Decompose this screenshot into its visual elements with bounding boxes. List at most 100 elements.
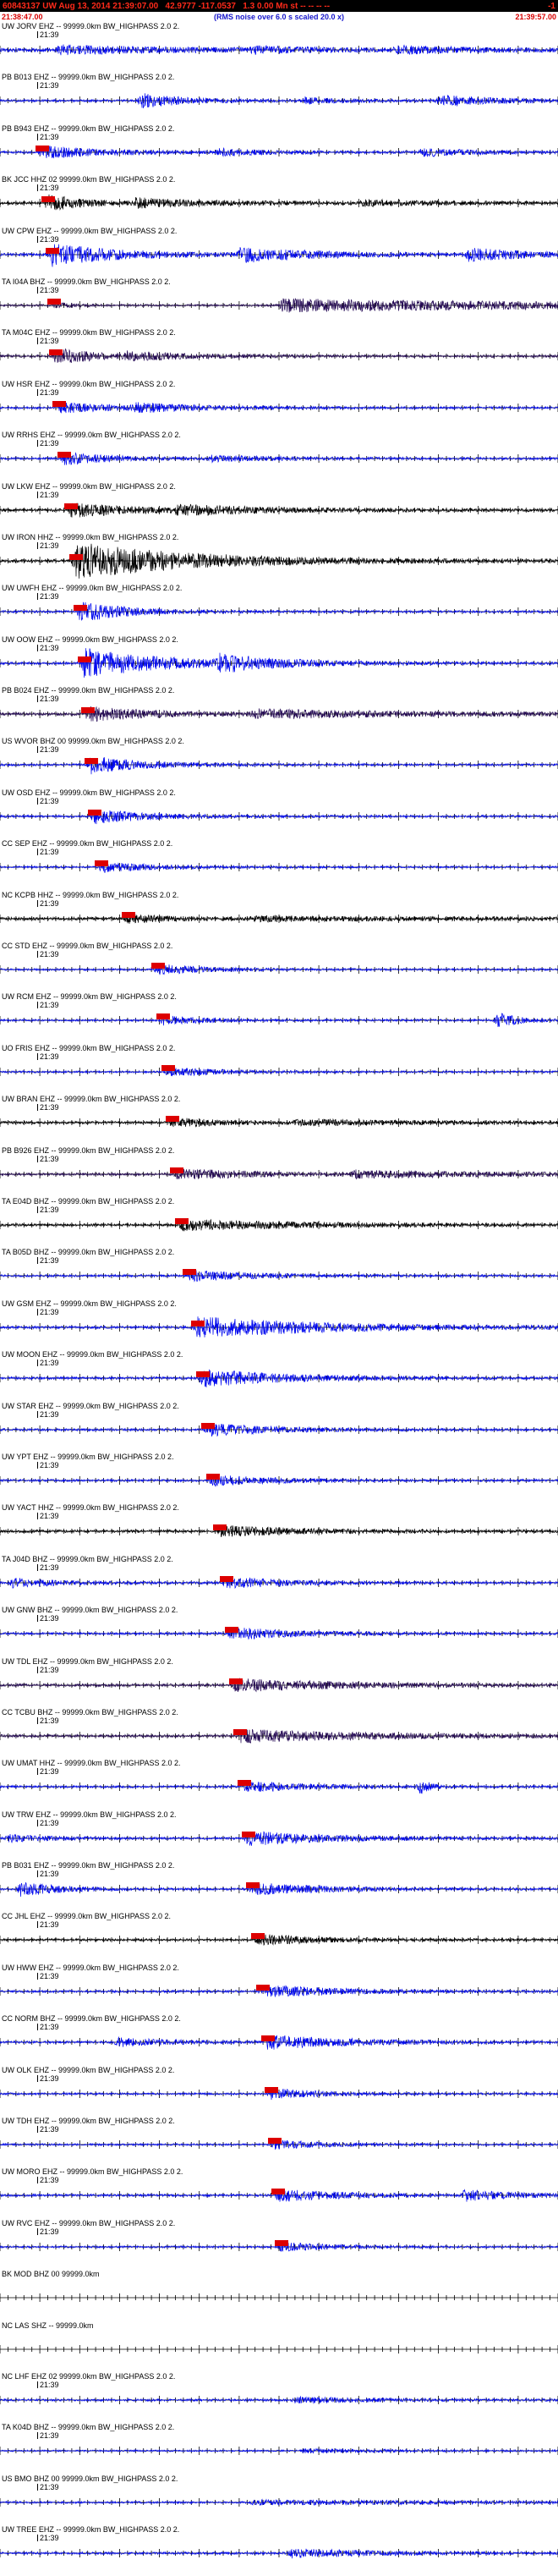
trace-row[interactable]: CC JHL EHZ -- 99999.0km BW_HIGHPASS 2.0 …	[0, 1911, 558, 1963]
trace-row[interactable]: UW YACT HHZ -- 99999.0km BW_HIGHPASS 2.0…	[0, 1502, 558, 1554]
waveform-plot[interactable]	[0, 1349, 558, 1400]
waveform-plot[interactable]	[0, 21, 558, 72]
waveform-plot[interactable]	[0, 1094, 558, 1145]
trace-row[interactable]: NC KCPB HHZ -- 99999.0km BW_HIGHPASS 2.0…	[0, 889, 558, 942]
pick-marker[interactable]	[213, 1524, 227, 1531]
pick-marker[interactable]	[151, 963, 165, 969]
pick-marker[interactable]	[85, 758, 98, 765]
waveform-plot[interactable]	[0, 1911, 558, 1962]
pick-marker[interactable]	[74, 605, 87, 612]
waveform-plot[interactable]	[0, 1554, 558, 1605]
trace-row[interactable]: UW GNW BHZ -- 99999.0km BW_HIGHPASS 2.0 …	[0, 1605, 558, 1656]
waveform-plot[interactable]	[0, 788, 558, 838]
trace-row[interactable]: UW MOON EHZ -- 99999.0km BW_HIGHPASS 2.0…	[0, 1349, 558, 1401]
trace-row[interactable]: UW TDH EHZ -- 99999.0km BW_HIGHPASS 2.0 …	[0, 2116, 558, 2167]
pick-marker[interactable]	[95, 860, 108, 867]
pick-marker[interactable]	[175, 1217, 189, 1224]
waveform-plot[interactable]	[0, 2524, 558, 2575]
pick-marker[interactable]	[268, 2138, 282, 2145]
pick-marker[interactable]	[206, 1473, 220, 1480]
waveform-plot[interactable]	[0, 124, 558, 174]
trace-row[interactable]: UW MORO EHZ -- 99999.0km BW_HIGHPASS 2.0…	[0, 2167, 558, 2218]
trace-row[interactable]: NC LAS SHZ -- 99999.0km	[0, 2320, 558, 2371]
pick-marker[interactable]	[78, 656, 91, 662]
trace-row[interactable]: UW HSR EHZ -- 99999.0km BW_HIGHPASS 2.0 …	[0, 378, 558, 431]
waveform-plot[interactable]	[0, 481, 558, 532]
waveform-plot[interactable]	[0, 941, 558, 991]
waveform-plot[interactable]	[0, 1860, 558, 1911]
waveform-plot[interactable]	[0, 72, 558, 123]
trace-row[interactable]: UO FRIS EHZ -- 99999.0km BW_HIGHPASS 2.0…	[0, 1042, 558, 1095]
waveform-plot[interactable]	[0, 1043, 558, 1094]
pick-marker[interactable]	[46, 247, 59, 254]
pick-marker[interactable]	[47, 298, 61, 305]
waveform-plot[interactable]	[0, 1605, 558, 1656]
pick-marker[interactable]	[201, 1422, 215, 1429]
pick-marker[interactable]	[242, 1831, 255, 1837]
waveform-plot[interactable]	[0, 1656, 558, 1707]
waveform-plot[interactable]	[0, 2116, 558, 2167]
waveform-plot[interactable]	[0, 890, 558, 941]
waveform-plot[interactable]	[0, 583, 558, 634]
trace-row[interactable]: PB B031 EHZ -- 99999.0km BW_HIGHPASS 2.0…	[0, 1860, 558, 1912]
trace-row[interactable]: BK JCC HHZ 02 99999.0km BW_HIGHPASS 2.0 …	[0, 174, 558, 226]
trace-row[interactable]: PB B943 EHZ -- 99999.0km BW_HIGHPASS 2.0…	[0, 123, 558, 175]
waveform-plot[interactable]	[0, 379, 558, 430]
waveform-plot[interactable]	[0, 991, 558, 1042]
pick-marker[interactable]	[88, 809, 101, 816]
waveform-plot[interactable]	[0, 685, 558, 736]
pick-marker[interactable]	[220, 1575, 233, 1582]
pick-marker[interactable]	[41, 196, 55, 203]
waveform-plot[interactable]	[0, 2371, 558, 2422]
trace-row[interactable]: TA I04A BHZ -- 99999.0km BW_HIGHPASS 2.0…	[0, 276, 558, 328]
waveform-plot[interactable]	[0, 2269, 558, 2320]
pick-marker[interactable]	[256, 1984, 270, 1991]
pick-marker[interactable]	[69, 553, 83, 560]
waveform-plot[interactable]	[0, 1707, 558, 1758]
trace-row[interactable]: UW OSD EHZ -- 99999.0km BW_HIGHPASS 2.0 …	[0, 787, 558, 839]
waveform-plot[interactable]	[0, 736, 558, 787]
trace-row[interactable]: UW CPW EHZ -- 99999.0km BW_HIGHPASS 2.0 …	[0, 225, 558, 277]
trace-row[interactable]: UW JORV EHZ -- 99999.0km BW_HIGHPASS 2.0…	[0, 21, 558, 73]
waveform-plot[interactable]	[0, 2422, 558, 2473]
pick-marker[interactable]	[191, 1320, 205, 1326]
trace-row[interactable]: TA J04D BHZ -- 99999.0km BW_HIGHPASS 2.0…	[0, 1553, 558, 1606]
waveform-plot[interactable]	[0, 2167, 558, 2217]
trace-row[interactable]: UW STAR EHZ -- 99999.0km BW_HIGHPASS 2.0…	[0, 1400, 558, 1452]
pick-marker[interactable]	[246, 1882, 260, 1889]
waveform-plot[interactable]	[0, 1810, 558, 1860]
trace-row[interactable]: UW RRHS EHZ -- 99999.0km BW_HIGHPASS 2.0…	[0, 430, 558, 481]
pick-marker[interactable]	[166, 1116, 179, 1123]
waveform-plot[interactable]	[0, 1963, 558, 2013]
waveform-plot[interactable]	[0, 2065, 558, 2116]
trace-row[interactable]: UW IRON HHZ -- 99999.0km BW_HIGHPASS 2.0…	[0, 531, 558, 584]
waveform-plot[interactable]	[0, 430, 558, 481]
pick-marker[interactable]	[57, 452, 71, 459]
trace-row[interactable]: CC SEP EHZ -- 99999.0km BW_HIGHPASS 2.0 …	[0, 838, 558, 890]
trace-row[interactable]: NC LHF EHZ 02 99999.0km BW_HIGHPASS 2.0 …	[0, 2370, 558, 2423]
waveform-plot[interactable]	[0, 1758, 558, 1809]
trace-row[interactable]: UW HWW EHZ -- 99999.0km BW_HIGHPASS 2.0 …	[0, 1962, 558, 2014]
waveform-plot[interactable]	[0, 226, 558, 277]
trace-row[interactable]: UW GSM EHZ -- 99999.0km BW_HIGHPASS 2.0 …	[0, 1298, 558, 1350]
waveform-plot[interactable]	[0, 634, 558, 685]
waveform-plot[interactable]	[0, 327, 558, 378]
waveform-plot[interactable]	[0, 1247, 558, 1298]
waveform-plot[interactable]	[0, 1452, 558, 1502]
waveform-plot[interactable]	[0, 277, 558, 327]
pick-marker[interactable]	[64, 503, 78, 509]
trace-row[interactable]: TA E04D BHZ -- 99999.0km BW_HIGHPASS 2.0…	[0, 1195, 558, 1248]
trace-row[interactable]: CC NORM BHZ -- 99999.0km BW_HIGHPASS 2.0…	[0, 2013, 558, 2065]
trace-row[interactable]: PB B013 EHZ -- 99999.0km BW_HIGHPASS 2.0…	[0, 72, 558, 124]
pick-marker[interactable]	[251, 1933, 265, 1940]
pick-marker[interactable]	[36, 145, 49, 151]
waveform-plot[interactable]	[0, 1299, 558, 1349]
pick-marker[interactable]	[122, 911, 135, 918]
trace-row[interactable]: UW TRW EHZ -- 99999.0km BW_HIGHPASS 2.0 …	[0, 1809, 558, 1861]
waveform-plot[interactable]	[0, 2218, 558, 2269]
trace-row[interactable]: UW RVC EHZ -- 99999.0km BW_HIGHPASS 2.0 …	[0, 2217, 558, 2270]
pick-marker[interactable]	[196, 1371, 210, 1378]
trace-row[interactable]: BK MOD BHZ 00 99999.0km	[0, 2269, 558, 2321]
waveform-plot[interactable]	[0, 2474, 558, 2524]
trace-row[interactable]: TA K04D BHZ -- 99999.0km BW_HIGHPASS 2.0…	[0, 2422, 558, 2474]
